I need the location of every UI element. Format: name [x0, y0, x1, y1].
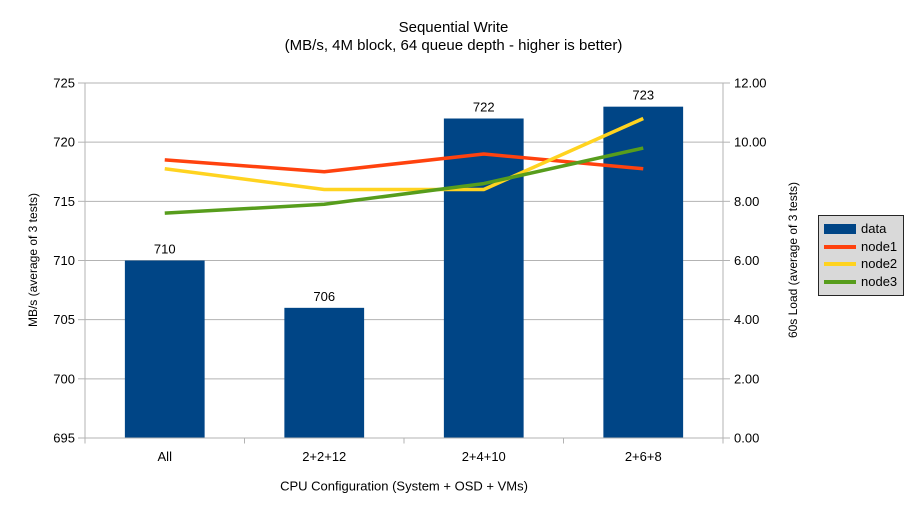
- legend-swatch-node2: [824, 262, 856, 267]
- bar-2+2+12: [284, 307, 365, 438]
- legend-label: node2: [861, 256, 898, 272]
- category-label: 2+6+8: [625, 449, 662, 464]
- bar-data-label: 722: [473, 100, 495, 115]
- right-tick-label: 2.00: [734, 371, 759, 386]
- bar-data-label: 723: [632, 88, 654, 103]
- right-tick-label: 8.00: [734, 194, 759, 209]
- legend-swatch-node3: [824, 280, 856, 285]
- legend-label: node3: [861, 274, 898, 290]
- left-tick-label: 710: [53, 253, 75, 268]
- line-node2: [164, 116, 644, 192]
- chart-title: Sequential Write: [398, 19, 509, 36]
- left-axis-title: MB/s (average of 3 tests): [26, 192, 40, 328]
- line-node3: [164, 146, 644, 215]
- legend-label: data: [861, 220, 887, 236]
- right-tick-label: 10.00: [734, 135, 767, 150]
- legend-item-node2: node2: [824, 257, 898, 271]
- right-axis-title: 60s Load (average of 3 tests): [786, 181, 800, 339]
- line-node1: [164, 152, 644, 174]
- bar-2+4+10: [443, 118, 524, 438]
- chart-subtitle: (MB/s, 4M block, 64 queue depth - higher…: [284, 37, 623, 54]
- bar-All: [124, 260, 205, 438]
- left-tick-label: 700: [53, 371, 75, 386]
- right-tick-label: 4.00: [734, 312, 759, 327]
- category-label: 2+4+10: [462, 449, 506, 464]
- legend-label: node1: [861, 238, 898, 254]
- legend-swatch-node1: [824, 244, 856, 249]
- left-tick-label: 705: [53, 312, 75, 327]
- right-tick-label: 12.00: [734, 76, 767, 91]
- category-label: 2+2+12: [302, 449, 346, 464]
- left-tick-label: 715: [53, 194, 75, 209]
- left-tick-label: 725: [53, 76, 75, 91]
- left-tick-label: 720: [53, 135, 75, 150]
- bar-data-label: 706: [313, 289, 335, 304]
- right-tick-label: 6.00: [734, 253, 759, 268]
- legend-item-node1: node1: [824, 238, 898, 254]
- legend-swatch-data: [824, 223, 856, 234]
- legend: data node1 node2 node3: [818, 215, 904, 296]
- category-label: All: [158, 449, 173, 464]
- left-tick-label: 695: [53, 431, 75, 446]
- right-tick-label: 0.00: [734, 431, 759, 446]
- legend-item-data: data: [824, 220, 898, 236]
- bar-data-label: 710: [154, 242, 176, 257]
- bar-2+6+8: [603, 106, 684, 439]
- legend-item-node3: node3: [824, 275, 898, 289]
- x-axis-title: CPU Configuration (System + OSD + VMs): [280, 478, 528, 494]
